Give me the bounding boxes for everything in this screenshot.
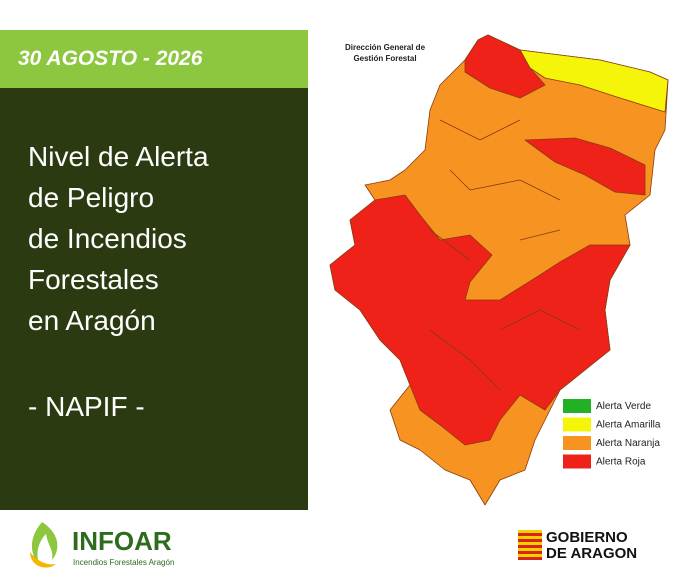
region-red [464,34,546,99]
title-line: Forestales [28,264,159,295]
legend-swatch [563,454,591,469]
legend-label: Alerta Verde [596,401,651,412]
legend-label: Alerta Amarilla [596,420,661,431]
title-panel: Nivel de Alerta de Peligro de Incendios For… [0,88,308,510]
date: 30 AGOSTO - 2026 [0,30,308,88]
gobierno-text: GOBIERNO [546,529,628,546]
legend-label: Alerta Naranja [596,438,660,449]
legend: Alerta Verde Alerta Amarilla Alerta Naranj… [563,399,661,469]
infoar-flame [31,522,58,566]
legend-swatch [563,436,591,450]
legend-swatch [563,399,591,413]
legend-label: Alerta Roja [596,457,646,468]
subtitle: - NAPIF - [28,391,145,422]
title-line: de Peligro [28,182,155,213]
legend-swatch [563,417,591,432]
infoar-name: INFOAR [72,526,172,556]
title-line: Nivel de Alerta [28,141,209,172]
map-source: Gestión Forestal [353,54,416,63]
map-source: Dirección General de [345,43,426,52]
region-red [329,194,631,446]
title-line: en Aragón [28,305,156,336]
region-red [524,137,646,196]
infoar-flame [30,552,56,568]
title-line: de Incendios [28,223,187,254]
infoar-subtitle: Incendios Forestales Aragón [73,558,174,567]
region-yellow [519,49,669,113]
gobierno-flag [518,530,542,560]
gobierno-text: DE ARAGON [546,545,637,562]
